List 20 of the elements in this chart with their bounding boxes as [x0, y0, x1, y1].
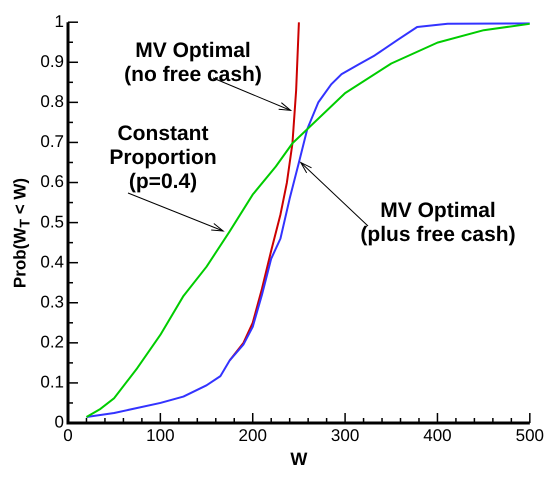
x-tick-label: 100	[146, 426, 175, 445]
x-tick-label: 400	[423, 426, 452, 445]
annotation: Constant Proportion (p=0.4)	[109, 122, 217, 193]
x-tick-label: 500	[516, 426, 544, 445]
y-tick-label: 0.1	[40, 372, 64, 392]
annotation: MV Optimal (no free cash)	[124, 38, 262, 86]
x-tick-label: 300	[330, 426, 360, 445]
y-tick-label: 0.5	[40, 212, 64, 232]
y-tick-label: 0.6	[40, 172, 64, 192]
y-tick-label: 0.4	[40, 252, 64, 272]
x-tick-label: 200	[238, 426, 267, 445]
annotation: MV Optimal (plus free cash)	[360, 198, 516, 246]
y-tick-label: 0.9	[40, 52, 64, 71]
y-tick-label: 0.2	[40, 332, 64, 352]
y-tick-label: 0.3	[40, 292, 64, 312]
y-tick-label: 0.8	[40, 92, 64, 112]
y-tick-label: 1	[54, 12, 64, 31]
x-axis-title: W	[290, 449, 308, 470]
y-tick-label: 0.7	[40, 132, 64, 152]
y-tick-label: 0	[54, 412, 64, 432]
